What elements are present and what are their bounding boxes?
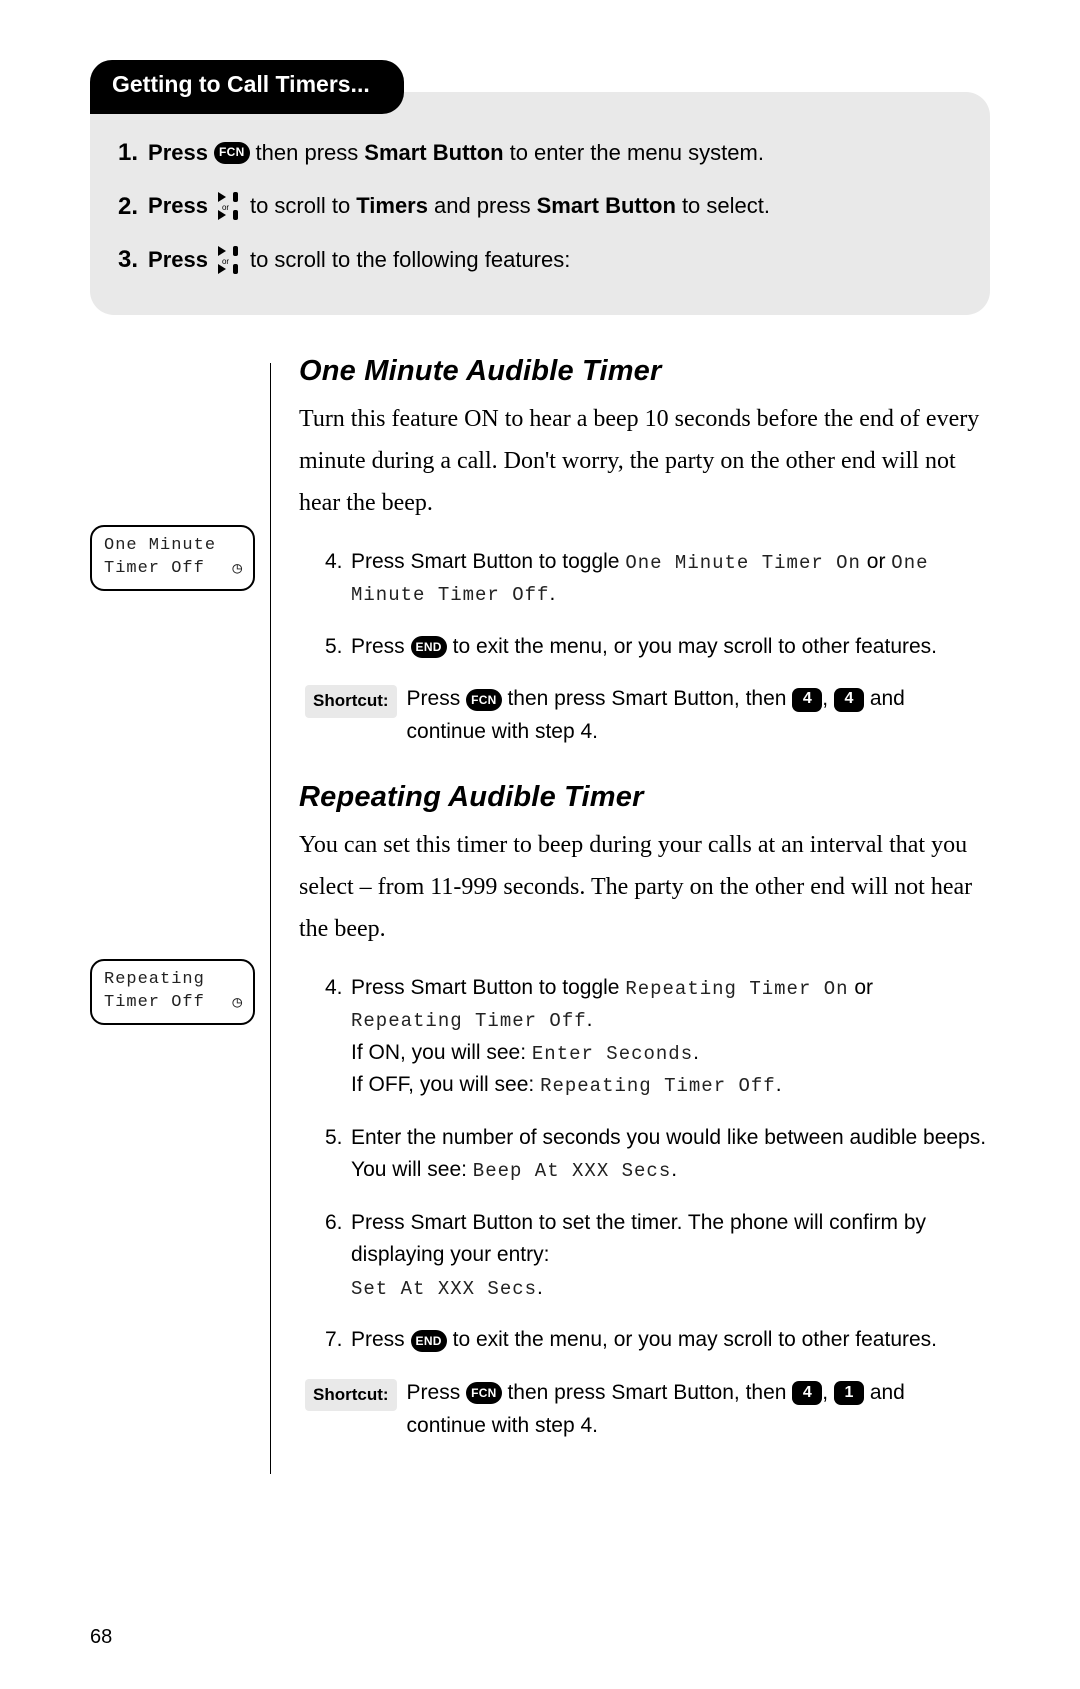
text: or [849, 976, 874, 999]
step-5: 5. Enter the number of seconds you would… [325, 1122, 990, 1187]
section-title-one-minute: One Minute Audible Timer [299, 355, 990, 388]
digit-4-key-icon: 4 [792, 688, 822, 712]
left-column: One Minute Timer Off ◷ Repeating Timer O… [90, 355, 270, 1474]
text: then press Smart Button, then [507, 1381, 792, 1404]
timers-label: Timers [356, 185, 428, 227]
text: . [693, 1041, 699, 1064]
lcd-line: Timer Off [104, 558, 243, 581]
text: . [671, 1158, 677, 1181]
label-press: Press [148, 239, 208, 281]
text: to scroll to [250, 185, 350, 227]
text: to select. [682, 185, 770, 227]
smart-button-label: Smart Button [364, 132, 503, 174]
text: Press [351, 1328, 411, 1351]
scroll-keys-icon: or [216, 192, 242, 220]
text: to exit the menu, or you may scroll to o… [453, 635, 937, 658]
text: or [861, 550, 891, 573]
end-key-icon: END [411, 636, 447, 658]
text: Enter the number of seconds you would li… [351, 1126, 986, 1149]
display-text: One Minute Timer On [625, 552, 861, 574]
text: then press [256, 132, 359, 174]
text: . [537, 1276, 543, 1299]
digit-1-key-icon: 1 [834, 1381, 864, 1405]
text: , [822, 687, 834, 710]
fcn-key-icon: FCN [214, 142, 250, 164]
steps-list: 4. Press Smart Button to toggle One Minu… [299, 546, 990, 664]
text: , [822, 1381, 834, 1404]
step-number: 1. [118, 130, 138, 176]
step-5: 5. Press END to exit the menu, or you ma… [325, 631, 990, 664]
lcd-line: Repeating [104, 969, 243, 992]
phone-lcd-one-minute: One Minute Timer Off ◷ [90, 525, 255, 591]
shortcut-repeating: Shortcut: Press FCN then press Smart But… [305, 1377, 990, 1442]
text: If OFF, you will see: [351, 1073, 540, 1096]
section-title-repeating: Repeating Audible Timer [299, 781, 990, 814]
text: Press Smart Button to set the timer. The… [351, 1211, 926, 1267]
section-body: Turn this feature ON to hear a beep 10 s… [299, 398, 990, 524]
text: to exit the menu, or you may scroll to o… [453, 1328, 937, 1351]
end-key-icon: END [411, 1330, 447, 1352]
text: Press Smart Button to toggle [351, 976, 625, 999]
intro-step-1: 1. Press FCN then press Smart Button to … [118, 130, 962, 176]
step-number: 5. [325, 1122, 351, 1155]
text: You will see: [351, 1158, 473, 1181]
display-text: Repeating Timer Off [540, 1075, 776, 1097]
step-6: 6. Press Smart Button to set the timer. … [325, 1207, 990, 1305]
scroll-keys-icon: or [216, 246, 242, 274]
page: Getting to Call Timers... 1. Press FCN t… [0, 0, 1080, 1689]
fcn-key-icon: FCN [466, 689, 502, 711]
label-press: Press [148, 132, 208, 174]
intro-box: 1. Press FCN then press Smart Button to … [90, 92, 990, 315]
intro-step-2: 2. Press or to scroll to Timers and pres… [118, 184, 962, 230]
digit-4-key-icon: 4 [834, 688, 864, 712]
shortcut-one-minute: Shortcut: Press FCN then press Smart But… [305, 683, 990, 748]
main-columns: One Minute Timer Off ◷ Repeating Timer O… [90, 355, 990, 1474]
text: then press Smart Button, then [507, 687, 792, 710]
smart-button-label: Smart Button [537, 185, 676, 227]
steps-list: 4. Press Smart Button to toggle Repeatin… [299, 972, 990, 1357]
step-7: 7. Press END to exit the menu, or you ma… [325, 1324, 990, 1357]
display-text: Enter Seconds [532, 1043, 693, 1065]
text: . [587, 1008, 593, 1031]
lcd-line: Timer Off [104, 992, 243, 1015]
step-number: 6. [325, 1207, 351, 1240]
intro-step-3: 3. Press or to scroll to the following f… [118, 237, 962, 283]
clock-icon: ◷ [232, 559, 243, 581]
text: . [549, 582, 555, 605]
text: Press [407, 687, 467, 710]
display-text: Repeating Timer On [625, 978, 848, 1000]
text: to scroll to the following features: [250, 239, 570, 281]
page-number: 68 [90, 1626, 112, 1649]
text: . [776, 1073, 782, 1096]
lcd-line: One Minute [104, 535, 243, 558]
header-tab: Getting to Call Timers... [90, 60, 404, 114]
text: Press Smart Button to toggle [351, 550, 625, 573]
section-body: You can set this timer to beep during yo… [299, 824, 990, 950]
fcn-key-icon: FCN [466, 1382, 502, 1404]
step-4: 4. Press Smart Button to toggle One Minu… [325, 546, 990, 611]
display-text: Beep At XXX Secs [473, 1160, 671, 1182]
step-number: 3. [118, 237, 138, 283]
text: If ON, you will see: [351, 1041, 532, 1064]
step-number: 4. [325, 546, 351, 579]
text: and press [434, 185, 531, 227]
right-column: One Minute Audible Timer Turn this featu… [271, 355, 990, 1474]
step-number: 2. [118, 184, 138, 230]
text: to enter the menu system. [510, 132, 764, 174]
step-number: 5. [325, 631, 351, 664]
phone-lcd-repeating: Repeating Timer Off ◷ [90, 959, 255, 1025]
shortcut-label: Shortcut: [305, 1379, 397, 1411]
clock-icon: ◷ [232, 993, 243, 1015]
text: Press [351, 635, 411, 658]
shortcut-label: Shortcut: [305, 685, 397, 717]
label-press: Press [148, 185, 208, 227]
step-number: 4. [325, 972, 351, 1005]
text: Press [407, 1381, 467, 1404]
display-text: Repeating Timer Off [351, 1010, 587, 1032]
step-4: 4. Press Smart Button to toggle Repeatin… [325, 972, 990, 1102]
display-text: Set At XXX Secs [351, 1278, 537, 1300]
digit-4-key-icon: 4 [792, 1381, 822, 1405]
step-number: 7. [325, 1324, 351, 1357]
